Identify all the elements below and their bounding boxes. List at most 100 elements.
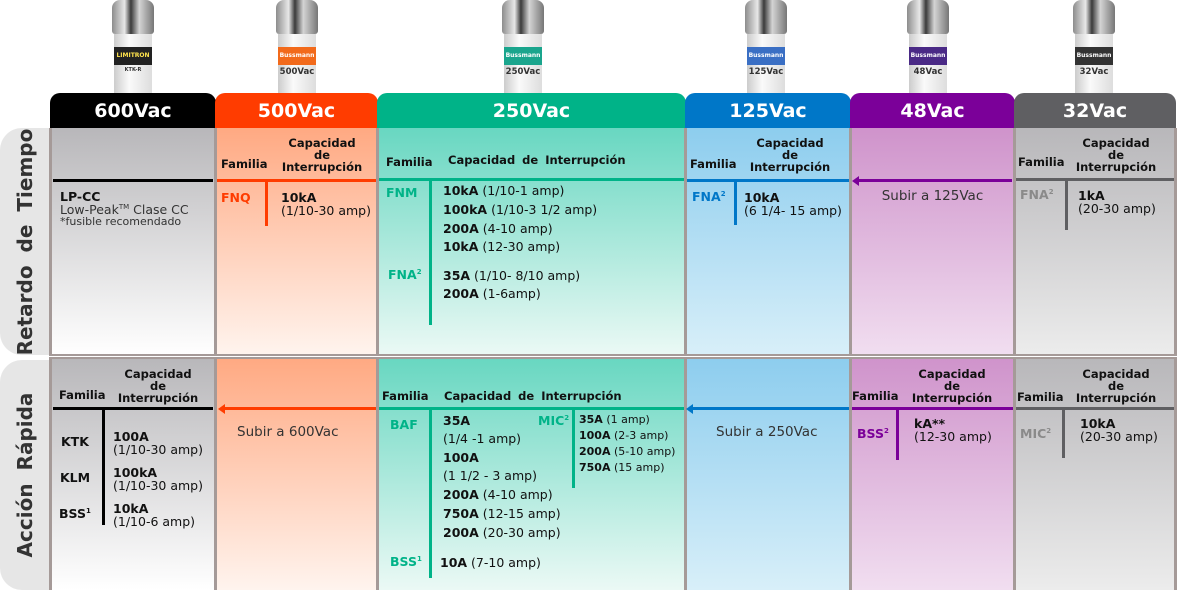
family-lp-cc: LP-CC [60,189,101,204]
capacity-value: kA** [914,416,946,431]
amp-range: (1/4 -1 amp) [443,431,522,446]
capacidad-label: Capacidad de Interrupción [911,367,993,405]
header-500vac: 500Vac [215,93,378,128]
cell-fa-48 [850,358,1015,590]
divider-line [102,409,105,525]
amp-range: (1 1/2 - 3 amp) [443,468,537,483]
cell-td-250 [377,128,686,355]
cell-fa-600 [50,358,216,590]
cell-fa-250 [377,358,686,590]
amp-range: (20-30 amp) [1078,201,1156,216]
capacity-item: 35A (1/10- 8/10 amp) [443,268,581,283]
capacity-item: 35A (1 amp) [579,413,650,426]
divider-line [429,409,432,578]
cell-td-125 [685,128,851,355]
column-divider [1013,128,1016,590]
header-250vac: 250Vac [377,93,686,128]
arrow-left-icon [218,403,376,414]
capacity-item: 200A (4-10 amp) [443,221,553,236]
family-fna: FNA2 [388,267,422,282]
header-32vac: 32Vac [1014,93,1176,128]
capacidad-label: Capacidad de Interrupción [117,367,199,405]
divider-line [1065,180,1068,230]
family-fna: FNA2 [692,189,726,204]
capacity-value: 10kA [281,190,317,205]
fuse-image-32: Bussmann 32Vac [1073,0,1115,93]
divider-line [429,180,432,325]
capacity-value: 10kA [113,501,149,516]
divider-line [1016,178,1174,181]
familia-label: Familia [382,389,429,403]
fuse-image-125: Bussmann 125Vac [745,0,787,93]
family-fnq: FNQ [221,190,251,205]
divider-line [379,178,684,181]
amp-range: (6 1/4- 15 amp) [744,203,842,218]
cell-fa-32 [1014,358,1176,590]
amp-range: (1/10-30 amp) [281,203,371,218]
row-label-retardo: Retardo de Tiempo [0,128,50,355]
column-divider [684,128,687,590]
capacity-value: 100A [113,429,149,444]
row-label-accion-rapida: Acción Rápida [0,360,50,590]
capacity-value: 1kA [1078,188,1105,203]
familia-label: Familia [1018,155,1065,169]
fuse-image-500: Bussmann 500Vac [276,0,318,93]
capacidad-label: Capacidad de Interrupción [749,136,831,174]
capacity-item: 200A (1-6amp) [443,286,541,301]
family-mic: MIC2 [538,413,570,428]
capacity-item: 100A (2-3 amp) [579,429,669,442]
family-fnm: FNM [386,185,418,200]
divider-line [379,407,684,410]
capacity-value: 10kA [744,190,780,205]
capacity-item: 10A (7-10 amp) [440,555,541,570]
cell-td-32 [1014,128,1176,355]
family-bss: BSS1 [390,554,422,569]
fuse-image-250: Bussmann 250Vac [502,0,544,93]
capacity-item: 750A (15 amp) [579,461,665,474]
column-divider [376,128,379,590]
divider-line [53,407,213,410]
capacity-item: 200A (5-10 amp) [579,445,676,458]
header-48vac: 48Vac [850,93,1015,128]
recommended-note: *fusible recomendado [60,215,182,228]
amp-range: (1/10-30 amp) [113,442,203,457]
arrow-left-icon [852,175,1012,186]
family-baf: BAF [390,417,418,432]
divider-line [265,180,268,226]
capacidad-label: Capacidad de Interrupción [1075,136,1157,174]
divider-line [217,179,376,182]
cell-td-600 [50,128,216,355]
family-klm: KLM [60,470,91,485]
capacity-item: 10kA (1/10-1 amp) [443,183,565,198]
cell-td-48 [850,128,1015,355]
capacity-item: 100kA (1/10-3 1/2 amp) [443,202,598,217]
familia-label: Familia [386,155,433,169]
column-divider [49,128,52,590]
divider-line [896,409,899,460]
capacity-item: 750A (12-15 amp) [443,506,561,521]
amp-range: (1/10-6 amp) [113,514,196,529]
family-bss: BSS2 [857,426,889,441]
upgrade-note: Subir a 125Vac [881,188,984,204]
upgrade-note: Subir a 600Vac [237,424,339,440]
family-bss: BSS1 [59,506,91,521]
familia-label: Familia [690,157,737,171]
divider-line [1062,409,1065,458]
amp-range: (20-30 amp) [1080,429,1158,444]
header-600vac: 600Vac [50,93,216,128]
column-divider [849,128,852,590]
row-divider [49,354,1177,359]
fuse-image-48: Bussmann 48Vac [907,0,949,93]
cell-fa-125 [685,358,851,590]
familia-label: Familia [1017,390,1064,404]
capacity-value: 35A [443,413,471,428]
column-divider [1174,128,1177,590]
divider-line [687,179,849,182]
capacity-item: 200A (4-10 amp) [443,487,553,502]
divider-line [1016,407,1174,410]
cell-fa-500 [215,358,378,590]
divider-line [572,409,575,488]
divider-line [852,407,1013,410]
capacity-value: 100kA [113,465,158,480]
arrow-left-icon [686,403,849,414]
